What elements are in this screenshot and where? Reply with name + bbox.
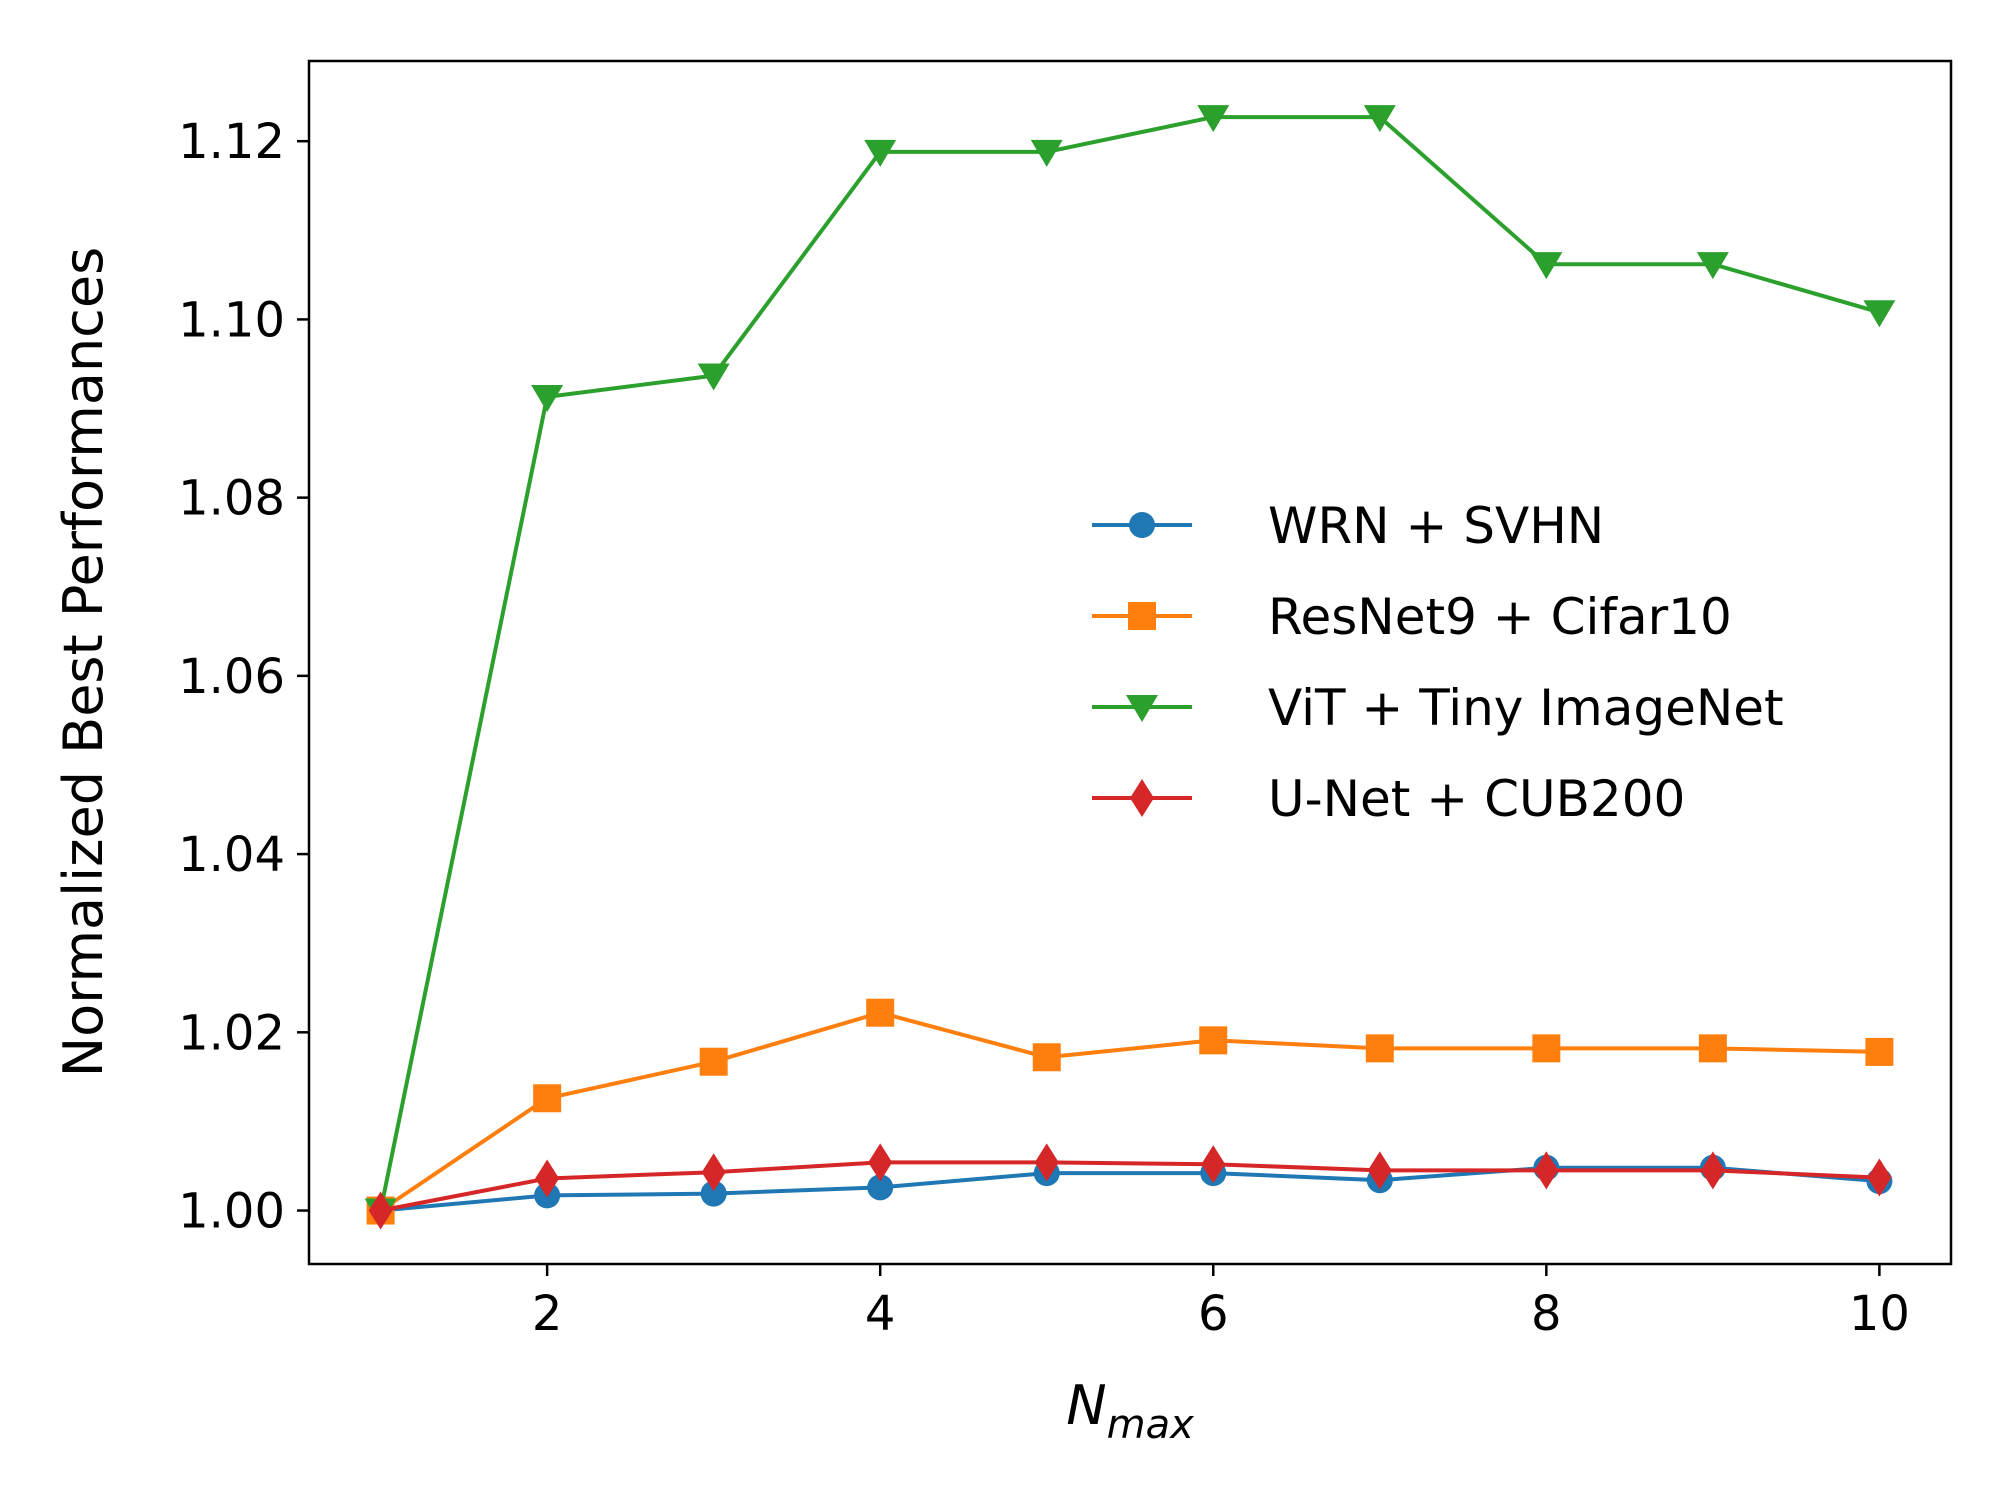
data-point: [1700, 1151, 1725, 1190]
legend: WRN + SVHN ResNet9 + Cifar10 ViT + Tiny Im…: [1092, 497, 1784, 828]
x-axis-label: Nmax: [1066, 1374, 1194, 1448]
legend-label: WRN + SVHN: [1268, 497, 1604, 555]
data-point: [1032, 1043, 1061, 1072]
data-point: [868, 1143, 893, 1182]
legend-entry: ResNet9 + Cifar10: [1092, 588, 1732, 646]
legend-entry: U-Net + CUB200: [1092, 770, 1685, 828]
x-axis-label-main: N: [1066, 1374, 1106, 1437]
plot-frame: [307, 59, 1953, 1266]
data-point: [1367, 1151, 1392, 1190]
legend-label: U-Net + CUB200: [1268, 770, 1685, 828]
data-point: [1365, 1034, 1394, 1063]
y-tick-label: 1.08: [178, 471, 285, 527]
legend-marker: [1128, 602, 1156, 630]
y-axis-label: Normalized Best Performances: [52, 247, 115, 1077]
data-point: [1199, 1026, 1228, 1055]
data-point: [697, 363, 730, 391]
data-point: [531, 384, 564, 412]
data-point: [1867, 1158, 1892, 1197]
plot-area: [364, 105, 1896, 1230]
data-point: [864, 139, 897, 167]
x-tick-label: 8: [1531, 1286, 1562, 1342]
data-point: [1696, 252, 1729, 280]
legend-marker: [1126, 695, 1158, 722]
data-point: [533, 1084, 562, 1113]
series-line: [380, 1160, 1880, 1213]
x-tick-label: 4: [865, 1286, 896, 1342]
x-tick-label: 2: [532, 1286, 563, 1342]
data-point: [1201, 1145, 1226, 1184]
data-point: [1863, 300, 1896, 328]
y-tick-label: 1.00: [178, 1184, 285, 1240]
data-point: [699, 1047, 728, 1076]
data-point: [1698, 1034, 1727, 1063]
x-tick-label: 10: [1849, 1286, 1910, 1342]
data-point: [700, 1180, 727, 1207]
legend-entry: WRN + SVHN: [1092, 497, 1604, 555]
series-2: [366, 998, 1894, 1225]
y-tick-label: 1.02: [178, 1005, 285, 1061]
x-axis-label-subscript: max: [1107, 1402, 1194, 1448]
data-point: [1197, 105, 1230, 133]
data-point: [1534, 1151, 1559, 1190]
y-tick-label: 1.10: [178, 292, 285, 348]
series-line: [379, 1010, 1880, 1213]
legend-marker: [1129, 512, 1155, 538]
axes: 2 4 6 8 10 1.00 1.02 1.04 1.06 1.08 1.10 1.12 Nmax No…: [52, 59, 1953, 1448]
data-point: [701, 1153, 726, 1192]
y-tick-label: 1.04: [178, 827, 285, 883]
legend-marker: [1130, 779, 1154, 817]
x-tick-label: 6: [1198, 1286, 1229, 1342]
data-point: [1034, 1143, 1059, 1182]
data-point: [1532, 1034, 1561, 1063]
data-point: [1865, 1037, 1894, 1066]
legend-label: ViT + Tiny ImageNet: [1268, 679, 1784, 737]
data-point: [1030, 139, 1063, 167]
series-line: [378, 115, 1880, 1211]
data-point: [535, 1159, 560, 1198]
data-point: [1530, 252, 1563, 280]
y-tick-label: 1.12: [178, 114, 285, 170]
y-tick-label: 1.06: [178, 649, 285, 705]
series-4: [368, 1143, 1892, 1230]
series-line: [380, 1165, 1880, 1213]
data-point: [1363, 105, 1396, 133]
data-point: [867, 1174, 894, 1201]
legend-entry: ViT + Tiny ImageNet: [1092, 679, 1784, 737]
legend-label: ResNet9 + Cifar10: [1268, 588, 1732, 646]
data-point: [866, 998, 895, 1027]
data-point: [368, 1191, 393, 1230]
